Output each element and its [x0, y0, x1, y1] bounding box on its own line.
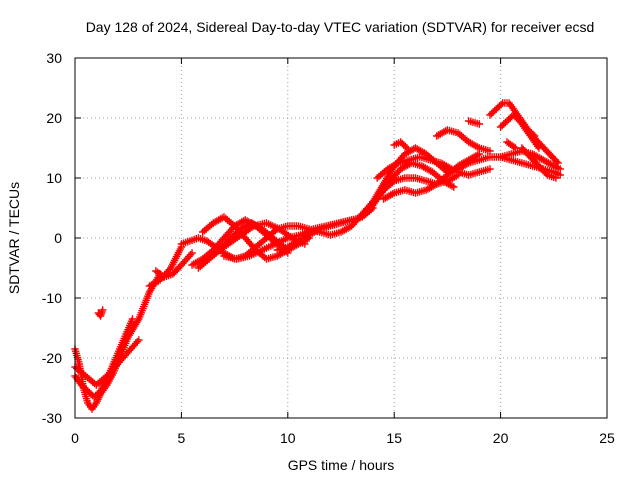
series-arc-w — [464, 117, 484, 128]
point-marker — [556, 165, 564, 173]
point-marker — [554, 159, 562, 167]
series-arc-f — [152, 249, 196, 281]
series-arc-t — [433, 126, 494, 155]
x-tick-label: 15 — [386, 430, 402, 446]
y-tick-label: -20 — [42, 350, 62, 366]
point-marker — [475, 120, 484, 128]
y-tick-label: 0 — [54, 230, 62, 246]
y-tick-label: -10 — [42, 290, 62, 306]
point-marker — [475, 150, 484, 158]
gridlines — [75, 58, 607, 418]
series-arc-u — [443, 153, 564, 179]
point-marker — [128, 315, 137, 323]
series-arc-aa — [518, 144, 560, 182]
point-marker — [135, 336, 143, 344]
y-tick-label: 10 — [46, 170, 62, 186]
point-marker — [450, 183, 458, 191]
x-tick-label: 0 — [71, 430, 79, 446]
series-arc-c — [71, 336, 143, 389]
data-points — [71, 99, 564, 413]
point-marker — [552, 174, 560, 182]
x-tick-label: 25 — [599, 430, 615, 446]
tick-labels: 0 5 10 15 20 25 -30 -20 -10 0 10 20 30 — [42, 50, 615, 446]
point-marker — [188, 249, 196, 257]
y-tick-label: 20 — [46, 110, 62, 126]
y-axis-label: SDTVAR / TECUs — [6, 182, 22, 294]
x-tick-label: 10 — [280, 430, 296, 446]
series-arc-s — [390, 138, 411, 152]
x-axis-label: GPS time / hours — [288, 457, 395, 473]
x-tick-label: 20 — [493, 430, 509, 446]
series-arc-ac — [503, 138, 520, 152]
plot-frame — [74, 57, 608, 419]
point-marker — [511, 144, 520, 152]
series-arc-d — [94, 306, 107, 320]
y-tick-label: 30 — [46, 50, 62, 66]
point-marker — [486, 165, 494, 173]
point-marker — [556, 171, 564, 179]
point-marker — [301, 240, 309, 248]
point-marker — [486, 147, 494, 155]
x-tick-label: 5 — [178, 430, 186, 446]
chart-title: Day 128 of 2024, Sidereal Day-to-day VTE… — [86, 19, 595, 35]
point-marker — [403, 144, 411, 152]
series-arc-v — [454, 165, 494, 179]
point-marker — [98, 306, 107, 314]
series-arc-p — [369, 171, 462, 206]
series-arc-ab — [528, 132, 562, 167]
y-tick-label: -30 — [42, 410, 62, 426]
